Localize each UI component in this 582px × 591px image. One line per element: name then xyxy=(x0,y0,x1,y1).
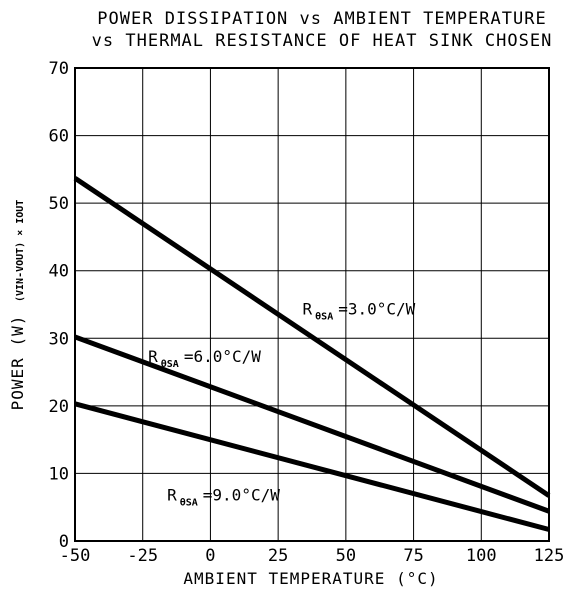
chart-title-line2: vs THERMAL RESISTANCE OF HEAT SINK CHOSE… xyxy=(92,31,553,51)
series-lines xyxy=(73,176,551,532)
series-line-3 xyxy=(74,401,550,532)
series-line-2 xyxy=(74,334,550,514)
x-tick-label: -50 xyxy=(60,546,91,566)
y-tick-label: 40 xyxy=(49,262,69,282)
y-axis-label-sub: (VIN-VOUT) × IOUT xyxy=(15,200,26,302)
x-tick-label: 25 xyxy=(268,546,288,566)
y-tick-label: 50 xyxy=(49,194,69,214)
y-tick-label: 70 xyxy=(49,59,69,79)
x-tick-label: -25 xyxy=(127,546,158,566)
x-tick-label: 75 xyxy=(403,546,423,566)
x-tick-label: 0 xyxy=(205,546,215,566)
y-axis-label-main: POWER (W) xyxy=(8,315,27,411)
y-tick-label: 10 xyxy=(49,464,69,484)
chart-title-line1: POWER DISSIPATION vs AMBIENT TEMPERATURE xyxy=(97,9,546,29)
svg-text:POWER (W) (VIN-VOUT) × I: POWER (W) (VIN-VOUT) × IOUT xyxy=(8,200,27,411)
x-axis-label: AMBIENT TEMPERATURE (°C) xyxy=(183,569,438,588)
grid xyxy=(74,67,550,542)
y-tick-label: 30 xyxy=(49,329,69,349)
y-axis-label: POWER (W) (VIN-VOUT) × IOUT xyxy=(8,200,27,411)
x-tick-label: 50 xyxy=(336,546,356,566)
y-tick-label: 0 xyxy=(59,532,69,552)
x-tick-label: 100 xyxy=(466,546,497,566)
y-tick-label: 60 xyxy=(49,127,69,147)
tick-labels: -50 -25 0 25 50 75 100 125 0 10 20 30 40 50 60 70 xyxy=(49,59,565,566)
plot-frame xyxy=(74,67,550,542)
series-line-1 xyxy=(73,176,551,498)
y-tick-label: 20 xyxy=(49,397,69,417)
x-tick-label: 125 xyxy=(534,546,565,566)
